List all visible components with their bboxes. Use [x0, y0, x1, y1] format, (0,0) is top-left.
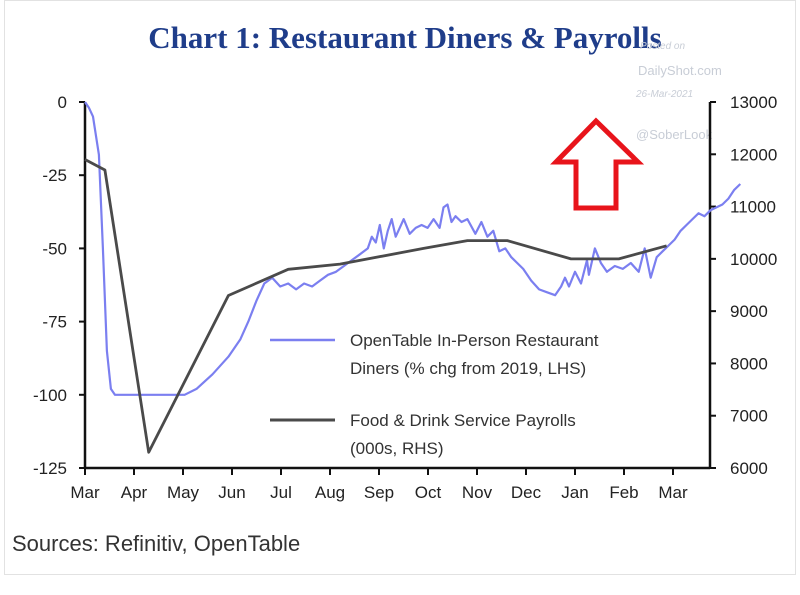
left-tick-label: -125	[33, 459, 67, 478]
right-tick-label: 8000	[730, 354, 768, 373]
right-tick-label: 7000	[730, 407, 768, 426]
axes: 0 -25 -50 -75 -100 -125 13000 12000 11000 10000 90…	[33, 93, 777, 502]
payrolls-line	[84, 158, 667, 454]
series-layer	[84, 101, 742, 454]
x-tick-label: Mar	[658, 483, 688, 502]
left-tick-label: -25	[42, 166, 67, 185]
opentable-diners-line	[84, 101, 742, 396]
dailyshot-watermark: Posted on DailyShot.com 26-Mar-2021 @Sob…	[635, 41, 722, 142]
x-tick-label: Jan	[561, 483, 588, 502]
left-tick-label: -75	[42, 313, 67, 332]
left-tick-label: -100	[33, 386, 67, 405]
left-tick-label: 0	[58, 93, 67, 112]
x-tick-label: Sep	[364, 483, 394, 502]
legend-label-line2: (000s, RHS)	[350, 439, 444, 458]
right-tick-label: 9000	[730, 302, 768, 321]
source-note: Sources: Refinitiv, OpenTable	[12, 531, 300, 556]
chart-title: Chart 1: Restaurant Diners & Payrolls	[148, 20, 661, 55]
x-tick-label: Jul	[270, 483, 292, 502]
svg-text:DailyShot.com: DailyShot.com	[638, 63, 722, 78]
x-tick-label: Aug	[315, 483, 345, 502]
right-tick-label: 11000	[730, 198, 776, 217]
x-tick-label: Feb	[609, 483, 638, 502]
red-up-arrow-icon	[550, 117, 645, 211]
right-tick-label: 10000	[730, 250, 777, 269]
legend-label-line2: Diners (% chg from 2019, LHS)	[350, 359, 586, 378]
x-tick-label: Oct	[415, 483, 442, 502]
legend-label-line1: OpenTable In-Person Restaurant	[350, 331, 599, 350]
legend: OpenTable In-Person Restaurant Diners (% …	[270, 331, 599, 458]
svg-text:@SoberLook: @SoberLook	[636, 127, 713, 142]
left-tick-label: -50	[42, 239, 67, 258]
svg-text:Posted on: Posted on	[640, 41, 685, 52]
x-tick-label: May	[167, 483, 200, 502]
x-tick-label: Mar	[70, 483, 100, 502]
chart-frame	[4, 0, 796, 575]
right-tick-label: 6000	[730, 459, 768, 478]
right-tick-label: 12000	[730, 145, 777, 164]
right-tick-label: 13000	[730, 93, 777, 112]
x-tick-label: Apr	[121, 483, 148, 502]
svg-text:26-Mar-2021: 26-Mar-2021	[635, 89, 693, 100]
x-tick-label: Jun	[218, 483, 245, 502]
x-tick-label: Dec	[511, 483, 542, 502]
x-tick-label: Nov	[462, 483, 493, 502]
legend-label-line1: Food & Drink Service Payrolls	[350, 411, 576, 430]
